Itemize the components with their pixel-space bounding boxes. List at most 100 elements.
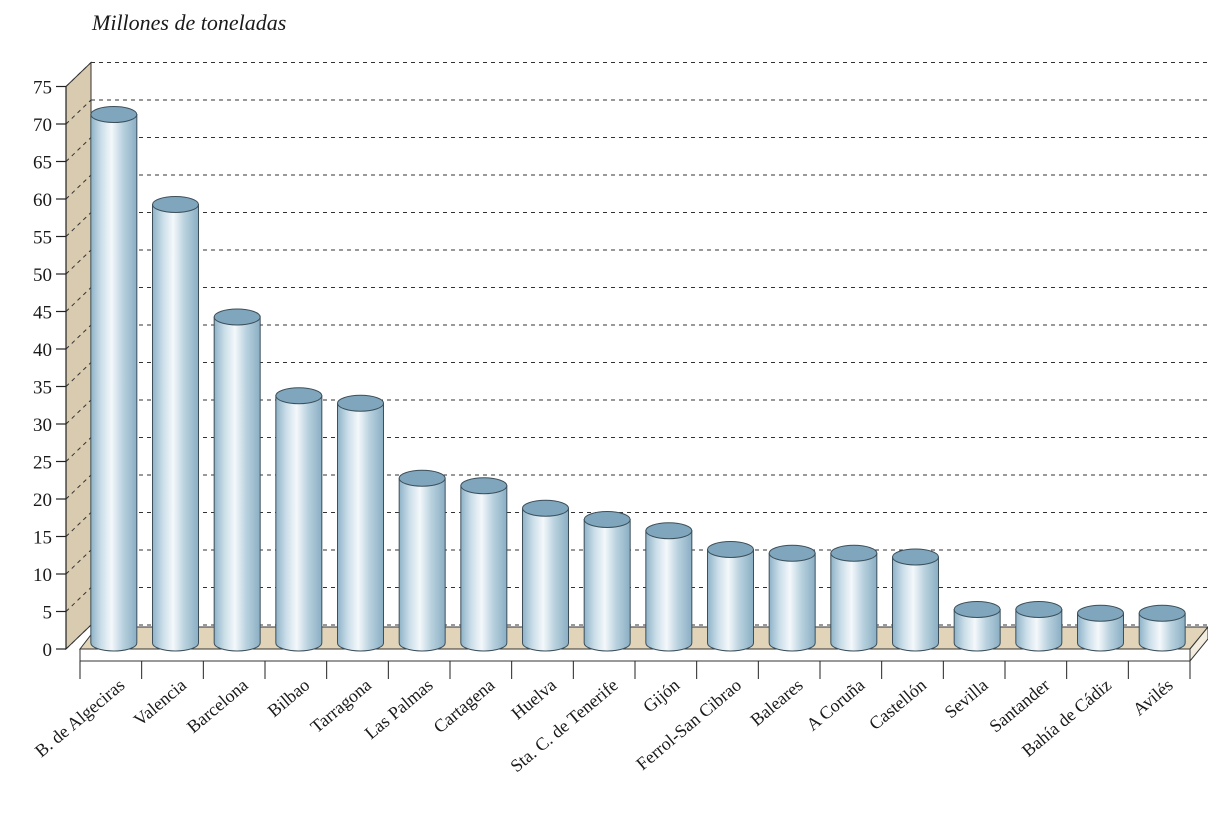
y-tick-label: 45 <box>33 303 52 324</box>
bar-body <box>892 556 939 652</box>
bar <box>460 477 508 652</box>
gridline-diagonal <box>65 324 92 350</box>
y-tick-label: 35 <box>33 378 52 399</box>
x-tick-label: Sta. C. de Tenerife <box>506 675 621 776</box>
y-tick-label: 75 <box>33 78 52 99</box>
bar <box>1077 604 1124 652</box>
bar <box>1138 604 1186 652</box>
bar-top <box>1138 604 1186 622</box>
bar <box>1015 601 1063 652</box>
x-tick-label: Bilbao <box>264 675 314 721</box>
bar-top <box>90 106 138 123</box>
bar-top <box>398 469 446 487</box>
x-tick-label: Gijón <box>639 675 683 717</box>
y-tick-label: 70 <box>33 115 52 136</box>
bar <box>90 106 138 652</box>
bar <box>213 308 261 652</box>
bar-body <box>337 402 384 652</box>
bar-body <box>830 552 878 652</box>
x-tick-label: B. de Algeciras <box>31 675 128 761</box>
bar-body <box>1138 612 1186 652</box>
bar-top <box>707 541 754 558</box>
gridline-diagonal <box>65 62 92 87</box>
gridline-diagonal <box>65 287 92 312</box>
bar-top <box>892 548 939 566</box>
gridline-diagonal <box>65 137 92 162</box>
bar <box>645 522 693 652</box>
gridline-diagonal <box>65 174 92 200</box>
gridline-diagonal <box>65 624 92 650</box>
bar <box>768 544 816 652</box>
bar-top <box>152 196 199 213</box>
bar-top <box>1015 601 1063 618</box>
y-tick-label: 40 <box>33 340 52 361</box>
bar-body <box>152 204 199 652</box>
y-tick-label: 0 <box>43 640 53 661</box>
gridline-diagonal <box>65 437 92 462</box>
bar <box>152 196 199 652</box>
gridline-diagonal <box>65 362 92 387</box>
y-tick-label: 25 <box>33 453 52 474</box>
y-tick-label: 60 <box>33 190 52 211</box>
bar-body <box>1015 609 1063 652</box>
bar-body <box>1077 612 1124 652</box>
bar-body <box>275 395 323 652</box>
bar <box>522 499 569 652</box>
chart-back-wall <box>65 61 92 651</box>
bar <box>337 394 384 652</box>
bar-body <box>707 549 754 652</box>
bar-top <box>768 544 816 562</box>
bar-body <box>90 114 138 652</box>
bar-top <box>1077 604 1124 622</box>
y-tick-label: 30 <box>33 415 52 436</box>
bar-body <box>645 530 693 652</box>
y-tick-label: 15 <box>33 528 52 549</box>
bar-body <box>460 485 508 652</box>
y-tick-label: 10 <box>33 565 52 586</box>
unit-label: Millones de toneladas <box>92 10 287 35</box>
x-tick-label: Avilés <box>1129 675 1177 720</box>
bar-body <box>213 316 261 652</box>
bar-body <box>953 609 1001 652</box>
bar-top <box>460 477 508 495</box>
bar-body <box>583 519 631 652</box>
bar <box>275 387 323 652</box>
bar <box>583 511 631 652</box>
bars <box>90 106 1186 652</box>
side-wall <box>65 61 92 651</box>
gridline-diagonal <box>65 99 92 125</box>
gridline-diagonal <box>65 512 92 537</box>
gridline-diagonal <box>65 249 92 275</box>
gridline-diagonal <box>65 212 92 237</box>
bar <box>398 469 446 652</box>
gridline-diagonal <box>65 587 92 612</box>
gridline-diagonal <box>65 474 92 500</box>
bar-top <box>337 394 384 412</box>
bar-body <box>398 477 446 652</box>
x-tick-label: Barcelona <box>183 675 252 737</box>
bar-top <box>645 522 693 540</box>
x-tick-label: Ferrol-San Cibrao <box>632 675 745 774</box>
bar <box>953 601 1001 652</box>
floor-side <box>1189 626 1208 663</box>
bar-top <box>213 308 261 326</box>
x-tick-label: Valencia <box>130 675 190 730</box>
y-tick-label: 5 <box>43 603 53 624</box>
bar-top <box>830 544 878 562</box>
bar-top <box>522 499 569 517</box>
bar-body <box>522 507 569 652</box>
gridline-diagonal <box>65 549 92 575</box>
bar-body <box>768 552 816 652</box>
y-axis: 0 5 10 15 20 25 30 35 40 45 50 55 60 65 70 75 <box>33 78 67 661</box>
y-tick-label: 50 <box>33 265 52 286</box>
bar <box>830 544 878 652</box>
y-tick-label: 55 <box>33 228 52 249</box>
x-tick-label: A Coruña <box>802 675 868 735</box>
x-tick-label: Cartagena <box>430 675 499 737</box>
bar-top <box>275 387 323 405</box>
bar-top <box>953 601 1001 618</box>
bar-top <box>583 511 631 528</box>
y-tick-label: 65 <box>33 153 52 174</box>
